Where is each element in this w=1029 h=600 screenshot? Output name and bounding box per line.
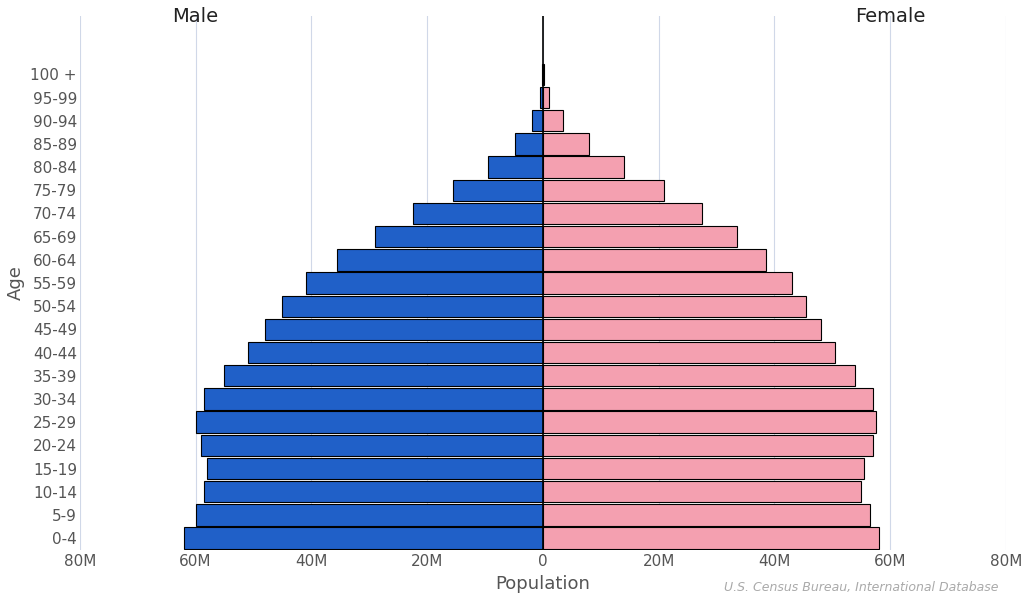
Bar — [543, 388, 873, 410]
Bar — [543, 272, 791, 294]
Bar — [265, 319, 543, 340]
Bar — [543, 504, 870, 526]
Bar — [543, 296, 806, 317]
Text: Male: Male — [173, 7, 218, 26]
Bar — [532, 110, 543, 131]
Text: U.S. Census Bureau, International Database: U.S. Census Bureau, International Databa… — [723, 581, 998, 594]
Y-axis label: Age: Age — [7, 266, 25, 301]
Bar — [204, 388, 543, 410]
Bar — [453, 179, 543, 201]
Bar — [543, 527, 879, 549]
Bar — [543, 203, 702, 224]
Bar — [543, 458, 864, 479]
Bar — [488, 157, 543, 178]
Bar — [282, 296, 543, 317]
Bar — [204, 481, 543, 502]
Bar — [543, 319, 821, 340]
Bar — [543, 110, 563, 131]
Bar — [413, 203, 543, 224]
Bar — [248, 342, 543, 363]
Bar — [543, 179, 665, 201]
Bar — [543, 226, 737, 247]
Bar — [306, 272, 543, 294]
Bar — [543, 133, 590, 155]
Bar — [375, 226, 543, 247]
Bar — [543, 412, 876, 433]
Bar — [543, 481, 861, 502]
Bar — [543, 342, 836, 363]
Bar — [202, 434, 543, 456]
Bar — [207, 458, 543, 479]
Text: Female: Female — [855, 7, 925, 26]
Bar — [338, 249, 543, 271]
Bar — [196, 412, 543, 433]
Bar — [543, 249, 766, 271]
Bar — [540, 87, 543, 108]
Bar — [543, 434, 873, 456]
Bar — [543, 87, 548, 108]
Bar — [196, 504, 543, 526]
Bar — [543, 157, 624, 178]
X-axis label: Population: Population — [495, 575, 591, 593]
Bar — [543, 64, 544, 85]
Bar — [224, 365, 543, 386]
Bar — [543, 365, 855, 386]
Bar — [516, 133, 543, 155]
Bar — [184, 527, 543, 549]
